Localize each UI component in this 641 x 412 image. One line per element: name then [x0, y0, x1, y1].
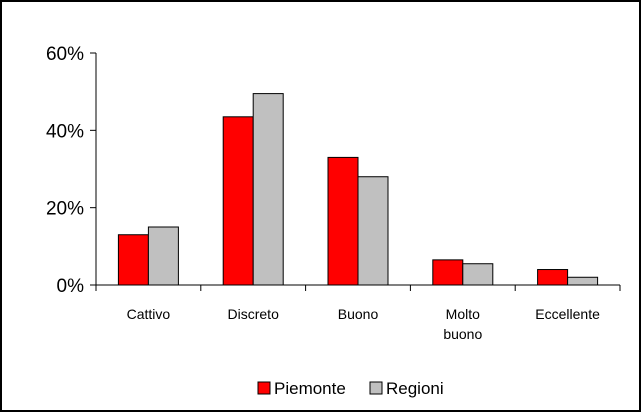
bar-regioni-1 — [252, 93, 284, 286]
bar-regioni-2 — [357, 176, 389, 286]
bar-piemonte-2 — [327, 156, 359, 286]
x-category-label: Eccellente — [535, 306, 600, 322]
x-category-label: Buono — [338, 306, 379, 322]
legend-label-piemonte: Piemonte — [274, 379, 346, 398]
bar-regioni-4 — [567, 276, 599, 286]
y-tick-label: 20% — [46, 199, 84, 220]
legend-label-regioni: Regioni — [386, 379, 444, 398]
legend-swatch-piemonte — [257, 381, 271, 395]
x-category-label: Discreto — [228, 306, 280, 322]
bar-piemonte-3 — [432, 259, 464, 286]
x-category-label: buono — [443, 326, 482, 342]
x-category-label: Cattivo — [127, 306, 171, 322]
y-tick-label: 60% — [46, 44, 84, 65]
bar-piemonte-0 — [117, 234, 149, 286]
legend-swatch-regioni — [369, 381, 383, 395]
bar-piemonte-4 — [537, 269, 569, 286]
bar-regioni-0 — [147, 226, 179, 286]
bar-piemonte-1 — [222, 116, 254, 286]
bar-regioni-3 — [462, 263, 494, 286]
x-category-label: Molto — [446, 306, 480, 322]
y-tick-label: 0% — [57, 276, 85, 297]
y-tick-label: 40% — [46, 121, 84, 142]
